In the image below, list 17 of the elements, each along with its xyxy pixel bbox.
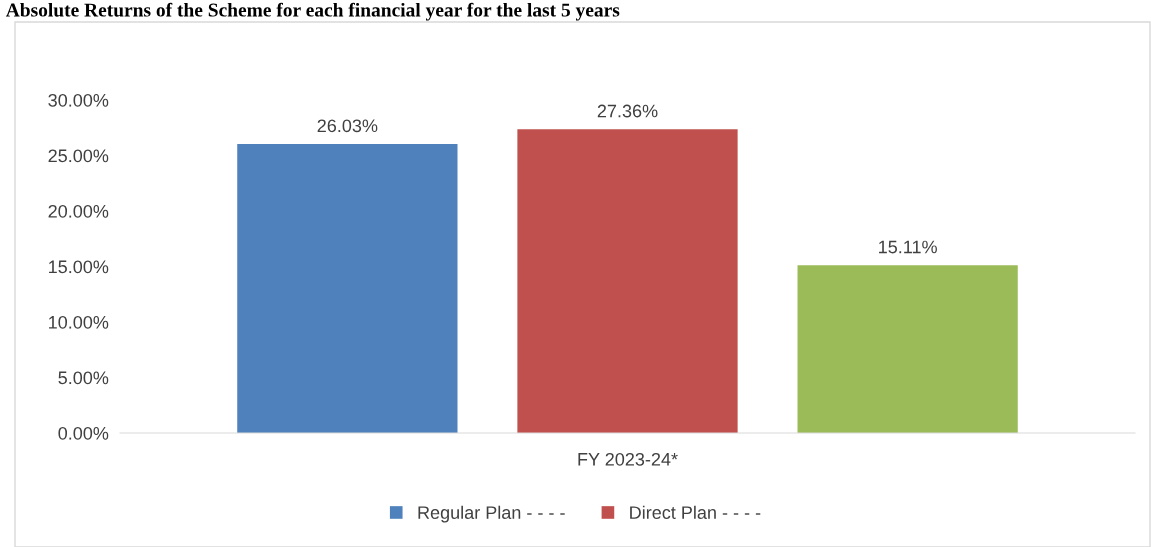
y-tick-label: 5.00%	[58, 371, 109, 385]
y-tick-label: 10.00%	[49, 315, 109, 329]
y-tick-label: 0.00%	[58, 426, 109, 440]
bar	[237, 144, 458, 433]
y-tick-label: 15.00%	[49, 260, 109, 274]
legend-label: Regular Plan - - - -	[418, 505, 565, 523]
y-tick-label: 30.00%	[48, 93, 109, 107]
bar	[797, 265, 1018, 433]
y-tick-label: 25.00%	[48, 149, 109, 163]
y-tick-label: 20.00%	[48, 204, 109, 218]
x-tick-label: FY 2023-24*	[578, 452, 678, 466]
legend-label: Direct Plan - - - -	[630, 505, 761, 519]
data-label: 15.11%	[879, 240, 937, 254]
data-label: 27.36%	[597, 104, 658, 118]
bar	[517, 129, 738, 433]
data-label: 26.03%	[317, 119, 378, 133]
text: Absolute Returns of the Scheme for each financial year for the last 5 years	[5, 2, 620, 21]
